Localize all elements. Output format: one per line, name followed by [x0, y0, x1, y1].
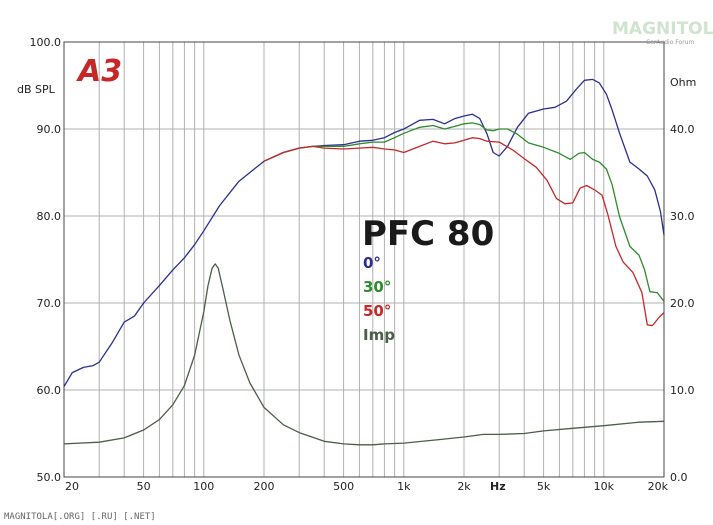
x-tick-label: 500	[333, 480, 354, 493]
y2-tick-label: 10.0	[670, 384, 695, 397]
y-tick-label: 50.0	[37, 471, 62, 484]
a3-logo-text: A3	[76, 54, 122, 89]
plot-frame	[63, 41, 665, 478]
y2-tick-labels: 0.0 10.0 20.0 30.0 40.0	[670, 123, 695, 484]
watermark-logo: MAGNITOLA CarAudio Forum	[612, 19, 713, 46]
x-tick-label: 50	[137, 480, 151, 493]
y-axis-label: dB SPL	[17, 83, 56, 96]
y-tick-label: 70.0	[37, 297, 62, 310]
y-tick-labels: 50.0 60.0 70.0 80.0 90.0 100.0	[30, 36, 62, 484]
y-tick-label: 80.0	[37, 210, 62, 223]
series-lines	[63, 78, 665, 446]
x-tick-label: 10k	[594, 480, 615, 493]
x-axis-label: Hz	[490, 480, 506, 493]
legend-entry: 0°	[363, 254, 381, 272]
y2-tick-label: 30.0	[670, 210, 695, 223]
y2-tick-label: 40.0	[670, 123, 695, 136]
y2-axis-label: Ohm	[670, 76, 696, 89]
legend-entry: Imp	[363, 326, 395, 344]
x-tick-label: 20k	[648, 480, 669, 493]
y-tick-label: 90.0	[37, 123, 62, 136]
y2-tick-label: 20.0	[670, 297, 695, 310]
series-line-0	[63, 78, 665, 387]
series-line-imp	[63, 263, 665, 446]
footer-text: MAGNITOLA[.ORG] [.RU] [.NET]	[4, 512, 156, 522]
y-tick-label: 60.0	[37, 384, 62, 397]
chart-title: PFC 80	[362, 214, 494, 254]
watermark-subtext: CarAudio Forum	[646, 39, 694, 46]
x-tick-label: 5k	[537, 480, 551, 493]
series-line-30	[263, 122, 665, 302]
legend-entry: 50°	[363, 302, 391, 320]
a3-logo: A3	[76, 54, 122, 89]
x-tick-label: 200	[254, 480, 275, 493]
legend-entry: 30°	[363, 278, 391, 296]
x-tick-label: 100	[193, 480, 214, 493]
series-line-50	[263, 137, 665, 327]
x-tick-label: 2k	[457, 480, 471, 493]
watermark-text: MAGNITOLA	[612, 19, 713, 39]
y-tick-label: 100.0	[30, 36, 62, 49]
x-tick-label: 1k	[397, 480, 411, 493]
x-tick-label: 20	[65, 480, 79, 493]
y2-tick-label: 0.0	[670, 471, 688, 484]
legend: 0° 30° 50° Imp	[363, 254, 395, 344]
x-tick-labels: 20 50 100 200 500 1k 2k 5k 10k 20k	[65, 480, 669, 493]
